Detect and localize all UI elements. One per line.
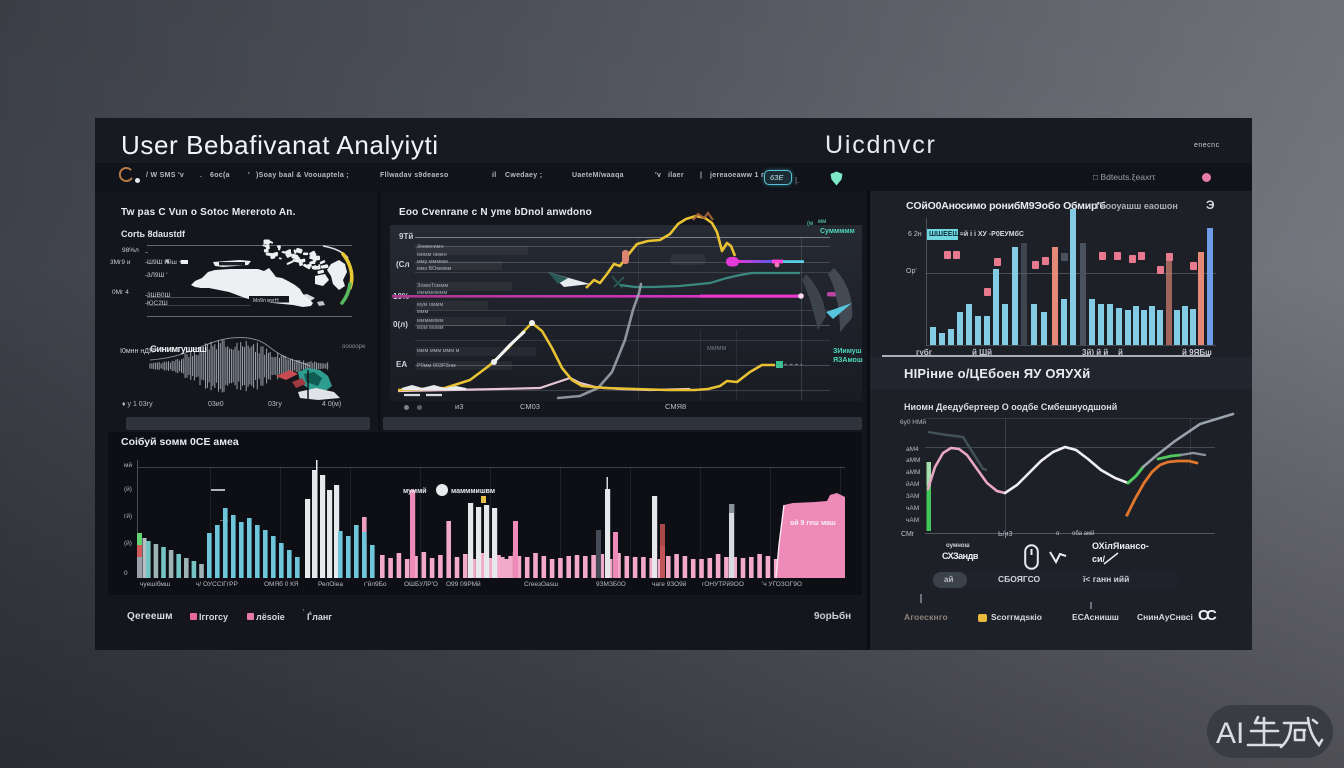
svg-text:муммй: муммй (403, 487, 427, 495)
svg-text:AI: AI (1216, 717, 1244, 750)
svg-text:Мл9л мугН: Мл9л мугН (253, 298, 279, 304)
svg-text:ой 9 геш маш: ой 9 геш маш (790, 519, 836, 527)
svg-text:мамммишвм: мамммишвм (451, 488, 495, 495)
